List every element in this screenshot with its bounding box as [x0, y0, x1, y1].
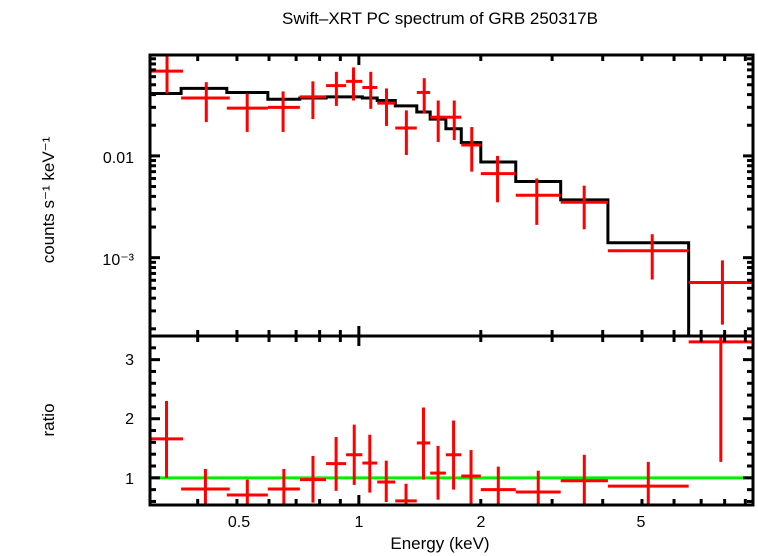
ratio-tick-label-1: 1: [125, 471, 134, 488]
x-axis-label: Energy (keV): [390, 534, 489, 553]
x-tick-label-5: 5: [637, 514, 646, 531]
y-tick-label-1e-3: 10⁻³: [102, 252, 134, 269]
data-point: [346, 67, 363, 101]
ratio-point: [299, 455, 327, 503]
x-tick-label-0.5: 0.5: [228, 514, 250, 531]
ratio-point: [445, 420, 462, 490]
ratio-point: [150, 401, 184, 478]
axes: [148, 53, 755, 507]
ratio-panel: [150, 336, 753, 505]
data-point: [430, 100, 446, 142]
y-axis-label-ratio: ratio: [39, 403, 58, 436]
data-point: [326, 71, 347, 106]
data-point: [181, 82, 230, 123]
data-point: [515, 178, 561, 225]
ratio-point: [326, 437, 347, 491]
ratio-point: [346, 424, 363, 485]
x-tick-label-1: 1: [355, 514, 364, 531]
ratio-point: [395, 483, 417, 505]
ratio-point: [480, 466, 516, 505]
ratio-tick-label-2: 2: [125, 411, 134, 428]
ratio-point: [560, 454, 608, 505]
ratio-point: [377, 460, 396, 503]
ratio-frame: [148, 334, 755, 507]
data-point: [395, 110, 417, 156]
data-point: [688, 260, 753, 325]
ratio-point: [515, 470, 561, 505]
x-tick-label-2: 2: [477, 514, 486, 531]
ratio-point: [461, 450, 481, 505]
data-point: [560, 185, 608, 230]
ratio-point: [607, 461, 689, 505]
data-point: [362, 71, 378, 109]
ratio-point: [181, 468, 230, 505]
data-point: [607, 234, 689, 280]
y-axis-label-spectrum: counts s⁻¹ keV⁻¹: [39, 136, 58, 263]
spectrum-frame: [148, 53, 755, 338]
data-point: [226, 93, 268, 132]
ratio-point: [226, 479, 268, 505]
data-point: [480, 155, 516, 203]
data-point: [445, 100, 462, 141]
ratio-point: [362, 434, 378, 493]
data-point: [150, 55, 184, 94]
ratio-point: [416, 407, 431, 480]
y-tick-label-0.01: 0.01: [103, 150, 134, 167]
model-step-line: [150, 86, 753, 338]
data-point: [461, 127, 481, 172]
ratio-point: [267, 468, 300, 505]
ratio-point: [430, 445, 446, 500]
ratio-point: [688, 336, 753, 462]
spectrum-panel: [150, 55, 753, 338]
data-point: [299, 81, 327, 120]
data-point: [377, 88, 396, 126]
ratio-tick-label-3: 3: [125, 352, 134, 369]
data-point: [416, 78, 431, 114]
data-point: [267, 91, 300, 132]
chart-title: Swift–XRT PC spectrum of GRB 250317B: [282, 9, 598, 28]
